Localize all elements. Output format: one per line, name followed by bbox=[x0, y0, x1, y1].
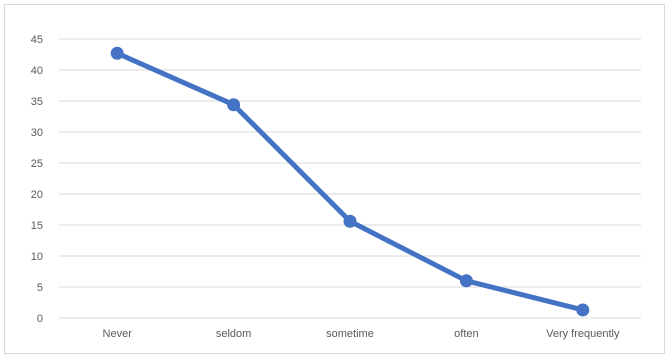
y-tick-label: 5 bbox=[37, 282, 43, 294]
y-tick-label: 45 bbox=[31, 34, 43, 46]
x-tick-label: sometime bbox=[326, 328, 374, 340]
y-tick-label: 25 bbox=[31, 158, 43, 170]
x-tick-label: Very frequently bbox=[546, 328, 620, 340]
data-point-very-frequently bbox=[576, 303, 590, 317]
y-tick-label: 0 bbox=[37, 313, 43, 325]
x-tick-label: seldom bbox=[216, 328, 251, 340]
data-point-sometime bbox=[343, 214, 357, 228]
y-tick-label: 10 bbox=[31, 251, 43, 263]
data-point-never bbox=[110, 46, 124, 60]
y-tick-label: 35 bbox=[31, 96, 43, 108]
data-point-seldom bbox=[227, 98, 241, 112]
series-line-0 bbox=[114, 50, 586, 313]
gridlines bbox=[59, 38, 641, 319]
x-axis: Never seldom sometime often Very frequently bbox=[103, 328, 620, 340]
y-tick-label: 15 bbox=[31, 220, 43, 232]
series-layer bbox=[110, 46, 590, 317]
x-tick-label: often bbox=[454, 328, 478, 340]
x-tick-label: Never bbox=[103, 328, 133, 340]
y-tick-label: 20 bbox=[31, 189, 43, 201]
y-tick-label: 30 bbox=[31, 127, 43, 139]
chart-frame bbox=[4, 4, 665, 354]
data-point-often bbox=[459, 274, 473, 288]
y-axis: 0 5 10 15 20 25 30 35 40 45 bbox=[31, 34, 43, 325]
y-tick-label: 40 bbox=[31, 65, 43, 77]
